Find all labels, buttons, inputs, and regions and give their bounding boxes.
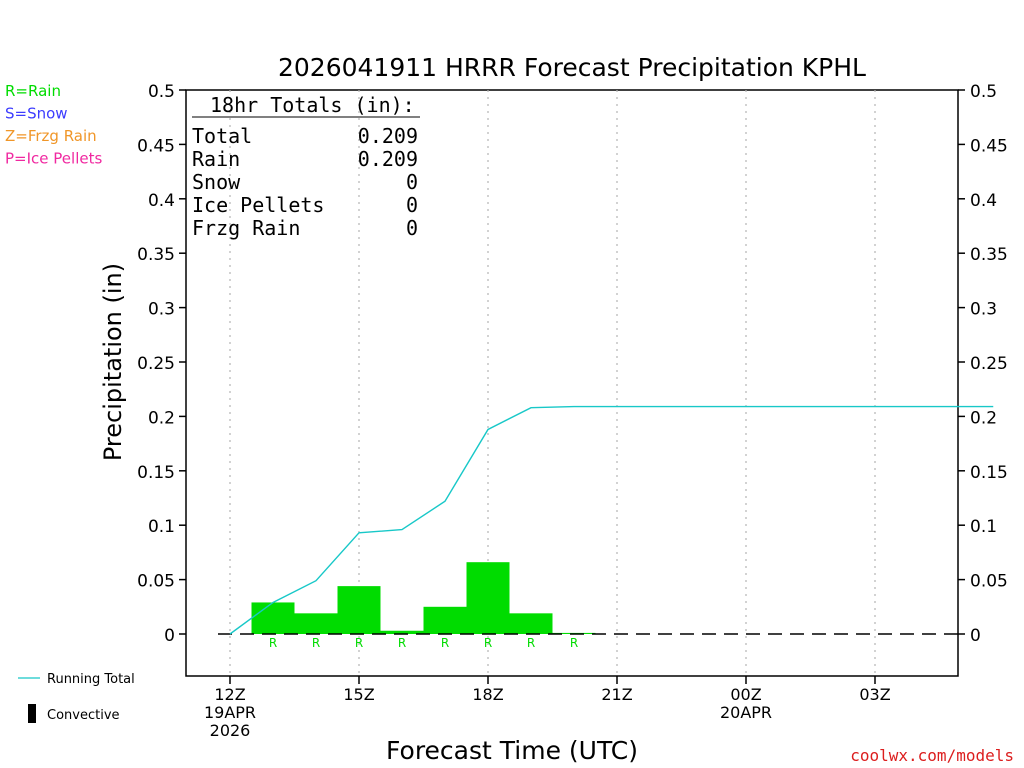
precip-bar <box>337 586 381 634</box>
x-tick-label: 12Z <box>214 685 245 704</box>
ptype-legend-item: P=Ice Pellets <box>5 150 102 168</box>
y-tick-label-right: 0.35 <box>970 245 1008 265</box>
plot-frame <box>185 89 959 677</box>
ptype-label: R <box>441 636 449 650</box>
ptype-label: R <box>269 636 277 650</box>
y-tick-label-right: 0.1 <box>970 517 997 537</box>
x-tick-label: 15Z <box>343 685 374 704</box>
x-tick-label: 03Z <box>859 685 890 704</box>
precip-bar <box>466 562 510 634</box>
y-tick-label-left: 0.35 <box>137 245 175 265</box>
precip-bar <box>294 613 338 634</box>
totals-row-value: 0 <box>406 216 418 240</box>
ptype-label: R <box>570 636 578 650</box>
x-tick-label: 18Z <box>472 685 503 704</box>
totals-row-value: 0 <box>406 170 418 194</box>
x-tick-label: 2026 <box>210 721 251 740</box>
totals-row-value: 0.209 <box>358 124 418 148</box>
x-gridlines <box>229 90 876 676</box>
y-tick-label-left: 0.45 <box>137 136 175 156</box>
y-tick-label-left: 0.05 <box>137 572 175 592</box>
x-tick-label: 20APR <box>720 703 772 722</box>
chart-title: 2026041911 HRRR Forecast Precipitation K… <box>278 53 866 82</box>
ptype-label: R <box>312 636 320 650</box>
x-tick-label: 21Z <box>601 685 632 704</box>
y-tick-label-right: 0.45 <box>970 136 1008 156</box>
ptype-label: R <box>484 636 492 650</box>
y-tick-label-right: 0.25 <box>970 354 1008 374</box>
ptype-legend-item: Z=Frzg Rain <box>5 127 97 145</box>
y-tick-label-left: 0.4 <box>148 191 175 211</box>
ptype-legend-item: R=Rain <box>5 82 61 100</box>
totals-row-value: 0.209 <box>358 147 418 171</box>
precip-bar <box>423 606 467 634</box>
y-tick-label-left: 0.2 <box>148 408 175 428</box>
y-tick-label-right: 0.05 <box>970 572 1008 592</box>
y-tick-label-left: 0.25 <box>137 354 175 374</box>
precip-type-legend: R=Rain S=Snow Z=Frzg Rain P=Ice Pellets <box>5 82 102 168</box>
x-axis-label: Forecast Time (UTC) <box>386 736 638 765</box>
x-tick-label: 00Z <box>730 685 761 704</box>
y-tick-label-right: 0.3 <box>970 300 997 320</box>
totals-row-value: 0 <box>406 193 418 217</box>
y-axis-label: Precipitation (in) <box>99 263 127 461</box>
totals-heading: 18hr Totals (in): <box>210 93 415 117</box>
y-tick-label-left: 0.15 <box>137 463 175 483</box>
y-tick-label-right: 0.2 <box>970 408 997 428</box>
totals-row-label: Total <box>192 124 252 148</box>
totals-box: 18hr Totals (in): Total 0.209 Rain 0.209 Sno… <box>192 93 420 240</box>
y-tick-label-left: 0 <box>164 626 175 646</box>
running-total-legend-label: Running Total <box>47 672 135 687</box>
running-total-line <box>229 405 994 635</box>
totals-rows: Total 0.209 Rain 0.209 Snow 0 Ice Pellets 0 Frzg… <box>192 124 418 240</box>
series-legend: Running Total Convective <box>18 672 135 723</box>
ptype-label: R <box>398 636 406 650</box>
precip-bar <box>509 613 553 634</box>
y-tick-label-right: 0.15 <box>970 463 1008 483</box>
y-tick-label-right: 0.4 <box>970 191 997 211</box>
ptype-label: R <box>355 636 363 650</box>
totals-row-label: Ice Pellets <box>192 193 324 217</box>
totals-row-label: Snow <box>192 170 241 194</box>
ptype-label: R <box>527 636 535 650</box>
precip-bar <box>380 630 424 634</box>
y-tick-label-left: 0.5 <box>148 82 175 102</box>
running-total-series <box>229 405 994 635</box>
y-tick-label-left: 0.3 <box>148 300 175 320</box>
ptype-legend-item: S=Snow <box>5 105 68 123</box>
y-tick-label-left: 0.1 <box>148 517 175 537</box>
y-axis-ticks: 0 00.05 0.050.1 0.10.15 0.150.2 0.20.25 0.250.… <box>137 82 1008 646</box>
convective-legend-swatch <box>28 704 36 723</box>
x-tick-label: 19APR <box>204 703 256 722</box>
totals-row-label: Frzg Rain <box>192 216 300 240</box>
y-tick-label-right: 0 <box>970 626 981 646</box>
totals-row-label: Rain <box>192 147 240 171</box>
precip-bar <box>251 602 295 634</box>
credit-link[interactable]: coolwx.com/models <box>850 746 1014 765</box>
y-tick-label-right: 0.5 <box>970 82 997 102</box>
convective-legend-label: Convective <box>47 708 120 723</box>
